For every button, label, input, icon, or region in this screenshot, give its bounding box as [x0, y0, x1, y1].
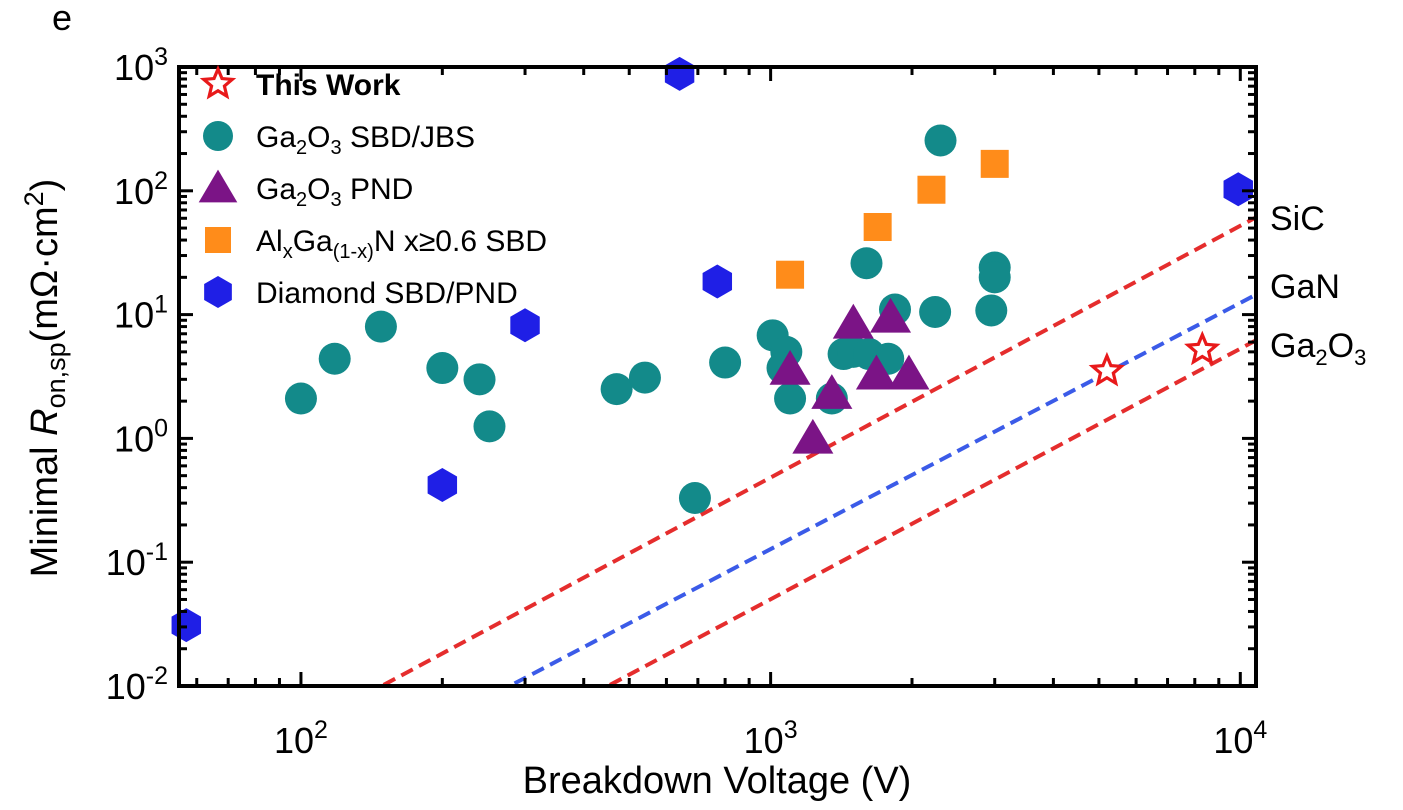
series-alxga-1-x-n-x-0-6-sbd	[776, 149, 1009, 289]
point-ga2o3-pnd	[888, 354, 930, 390]
point-ga2o3-sbd-jbs	[364, 310, 397, 343]
y-tick-label: 103	[114, 43, 168, 88]
legend-marker-this-work	[199, 64, 237, 100]
point-ga2o3-sbd-jbs	[850, 247, 883, 280]
point-ga2o3-sbd-jbs	[774, 382, 807, 415]
point-ga2o3-pnd	[855, 354, 897, 390]
point-alxga-1-x-n-x-0-6-sbd	[917, 175, 946, 204]
point-ga2o3-sbd-jbs	[975, 294, 1008, 327]
panel-label: e	[52, 0, 72, 38]
point-diamond-sbd-pnd	[510, 308, 540, 343]
x-tick-label: 102	[274, 716, 328, 761]
legend-marker-diamond-sbd-pnd	[204, 276, 232, 308]
point-ga2o3-sbd-jbs	[709, 346, 742, 379]
y-axis-label-unit-sup: 2	[19, 191, 49, 206]
limit-label-gan: GaN	[1270, 268, 1340, 306]
x-tick-label: 103	[744, 716, 798, 761]
point-this-work	[1184, 330, 1221, 366]
limit-line-sic	[382, 215, 1257, 687]
point-diamond-sbd-pnd	[1223, 172, 1253, 207]
point-ga2o3-pnd	[769, 349, 811, 385]
point-ga2o3-sbd-jbs	[978, 261, 1011, 294]
point-ga2o3-sbd-jbs	[924, 124, 957, 157]
legend: This Work Ga2O3 SBD/JBS Ga2O3 PND AlxGa(1-x…	[198, 64, 547, 310]
legend-label-this-work: This Work	[256, 69, 401, 102]
legend-item-this-work: This Work	[199, 64, 401, 102]
point-this-work	[1088, 351, 1126, 387]
tick-labels: 102 103 104 10-2 10-1 100 101 102 103	[106, 43, 1268, 761]
limit-line-ga2o3	[609, 338, 1257, 687]
y-tick-label: 102	[114, 167, 168, 212]
y-tick-label: 10-1	[106, 538, 168, 583]
point-ga2o3-pnd	[792, 418, 834, 454]
point-ga2o3-sbd-jbs	[678, 482, 711, 515]
x-axis-label: Breakdown Voltage (V)	[523, 760, 912, 802]
limit-lines	[382, 215, 1257, 687]
y-axis-label-unit-close: )	[24, 179, 66, 192]
point-ga2o3-sbd-jbs	[463, 363, 496, 396]
y-axis-label-prefix: Minimal	[24, 436, 66, 577]
y-tick-label: 10-2	[106, 662, 168, 707]
point-ga2o3-sbd-jbs	[318, 342, 351, 375]
point-diamond-sbd-pnd	[427, 468, 458, 503]
series-diamond-sbd-pnd	[171, 56, 1253, 643]
y-axis-label-unit-open: (mΩ·cm	[24, 206, 66, 342]
legend-label-ga2o3-pnd: Ga2O3 PND	[256, 173, 413, 211]
point-ga2o3-sbd-jbs	[600, 373, 633, 406]
plot-frame	[177, 65, 1258, 688]
axis-ticks	[179, 65, 1256, 688]
y-tick-label: 100	[114, 414, 168, 459]
point-alxga-1-x-n-x-0-6-sbd	[980, 149, 1009, 178]
point-ga2o3-sbd-jbs	[919, 295, 952, 328]
point-diamond-sbd-pnd	[664, 56, 695, 91]
point-alxga-1-x-n-x-0-6-sbd	[863, 213, 892, 242]
point-ga2o3-sbd-jbs	[426, 352, 459, 385]
x-tick-label: 104	[1213, 716, 1267, 761]
legend-item-ga2o3-sbd-jbs: Ga2O3 SBD/JBS	[203, 121, 475, 159]
point-alxga-1-x-n-x-0-6-sbd	[776, 260, 805, 289]
y-axis-label-subscript: on,sp	[41, 342, 71, 408]
y-axis-label: Minimal Ron,sp(mΩ·cm2)	[19, 179, 71, 578]
legend-item-alxga-1-x-n-x-0-6-sbd: AlxGa(1-x)N x≥0.6 SBD	[205, 225, 547, 263]
legend-item-ga2o3-pnd: Ga2O3 PND	[198, 169, 413, 211]
data-points	[171, 56, 1253, 643]
point-diamond-sbd-pnd	[702, 264, 733, 299]
legend-marker-alxga-1-x-n-x-0-6-sbd	[205, 227, 231, 253]
legend-label-alxga-1-x-n-x-0-6-sbd: AlxGa(1-x)N x≥0.6 SBD	[256, 225, 547, 263]
series-this-work	[1088, 330, 1221, 387]
point-ga2o3-sbd-jbs	[284, 382, 317, 415]
limit-label-ga2o3: Ga2O3	[1270, 327, 1366, 370]
legend-item-diamond-sbd-pnd: Diamond SBD/PND	[204, 276, 518, 310]
limit-line-labels: SiC GaN Ga2O3	[1270, 200, 1366, 370]
legend-marker-ga2o3-pnd	[198, 169, 238, 203]
y-axis-label-symbol: R	[24, 408, 66, 435]
legend-marker-ga2o3-sbd-jbs	[203, 121, 233, 151]
series-ga2o3-sbd-jbs	[284, 124, 1011, 515]
point-ga2o3-pnd	[869, 297, 912, 333]
legend-label-ga2o3-sbd-jbs: Ga2O3 SBD/JBS	[256, 121, 475, 159]
point-diamond-sbd-pnd	[171, 608, 202, 643]
point-ga2o3-sbd-jbs	[628, 361, 661, 394]
series-ga2o3-pnd	[769, 297, 930, 454]
y-tick-label: 101	[114, 291, 168, 336]
legend-label-diamond-sbd-pnd: Diamond SBD/PND	[256, 277, 518, 310]
limit-label-sic: SiC	[1270, 200, 1325, 238]
point-ga2o3-sbd-jbs	[473, 410, 506, 443]
point-ga2o3-pnd	[832, 303, 874, 339]
point-ga2o3-pnd	[811, 374, 853, 409]
